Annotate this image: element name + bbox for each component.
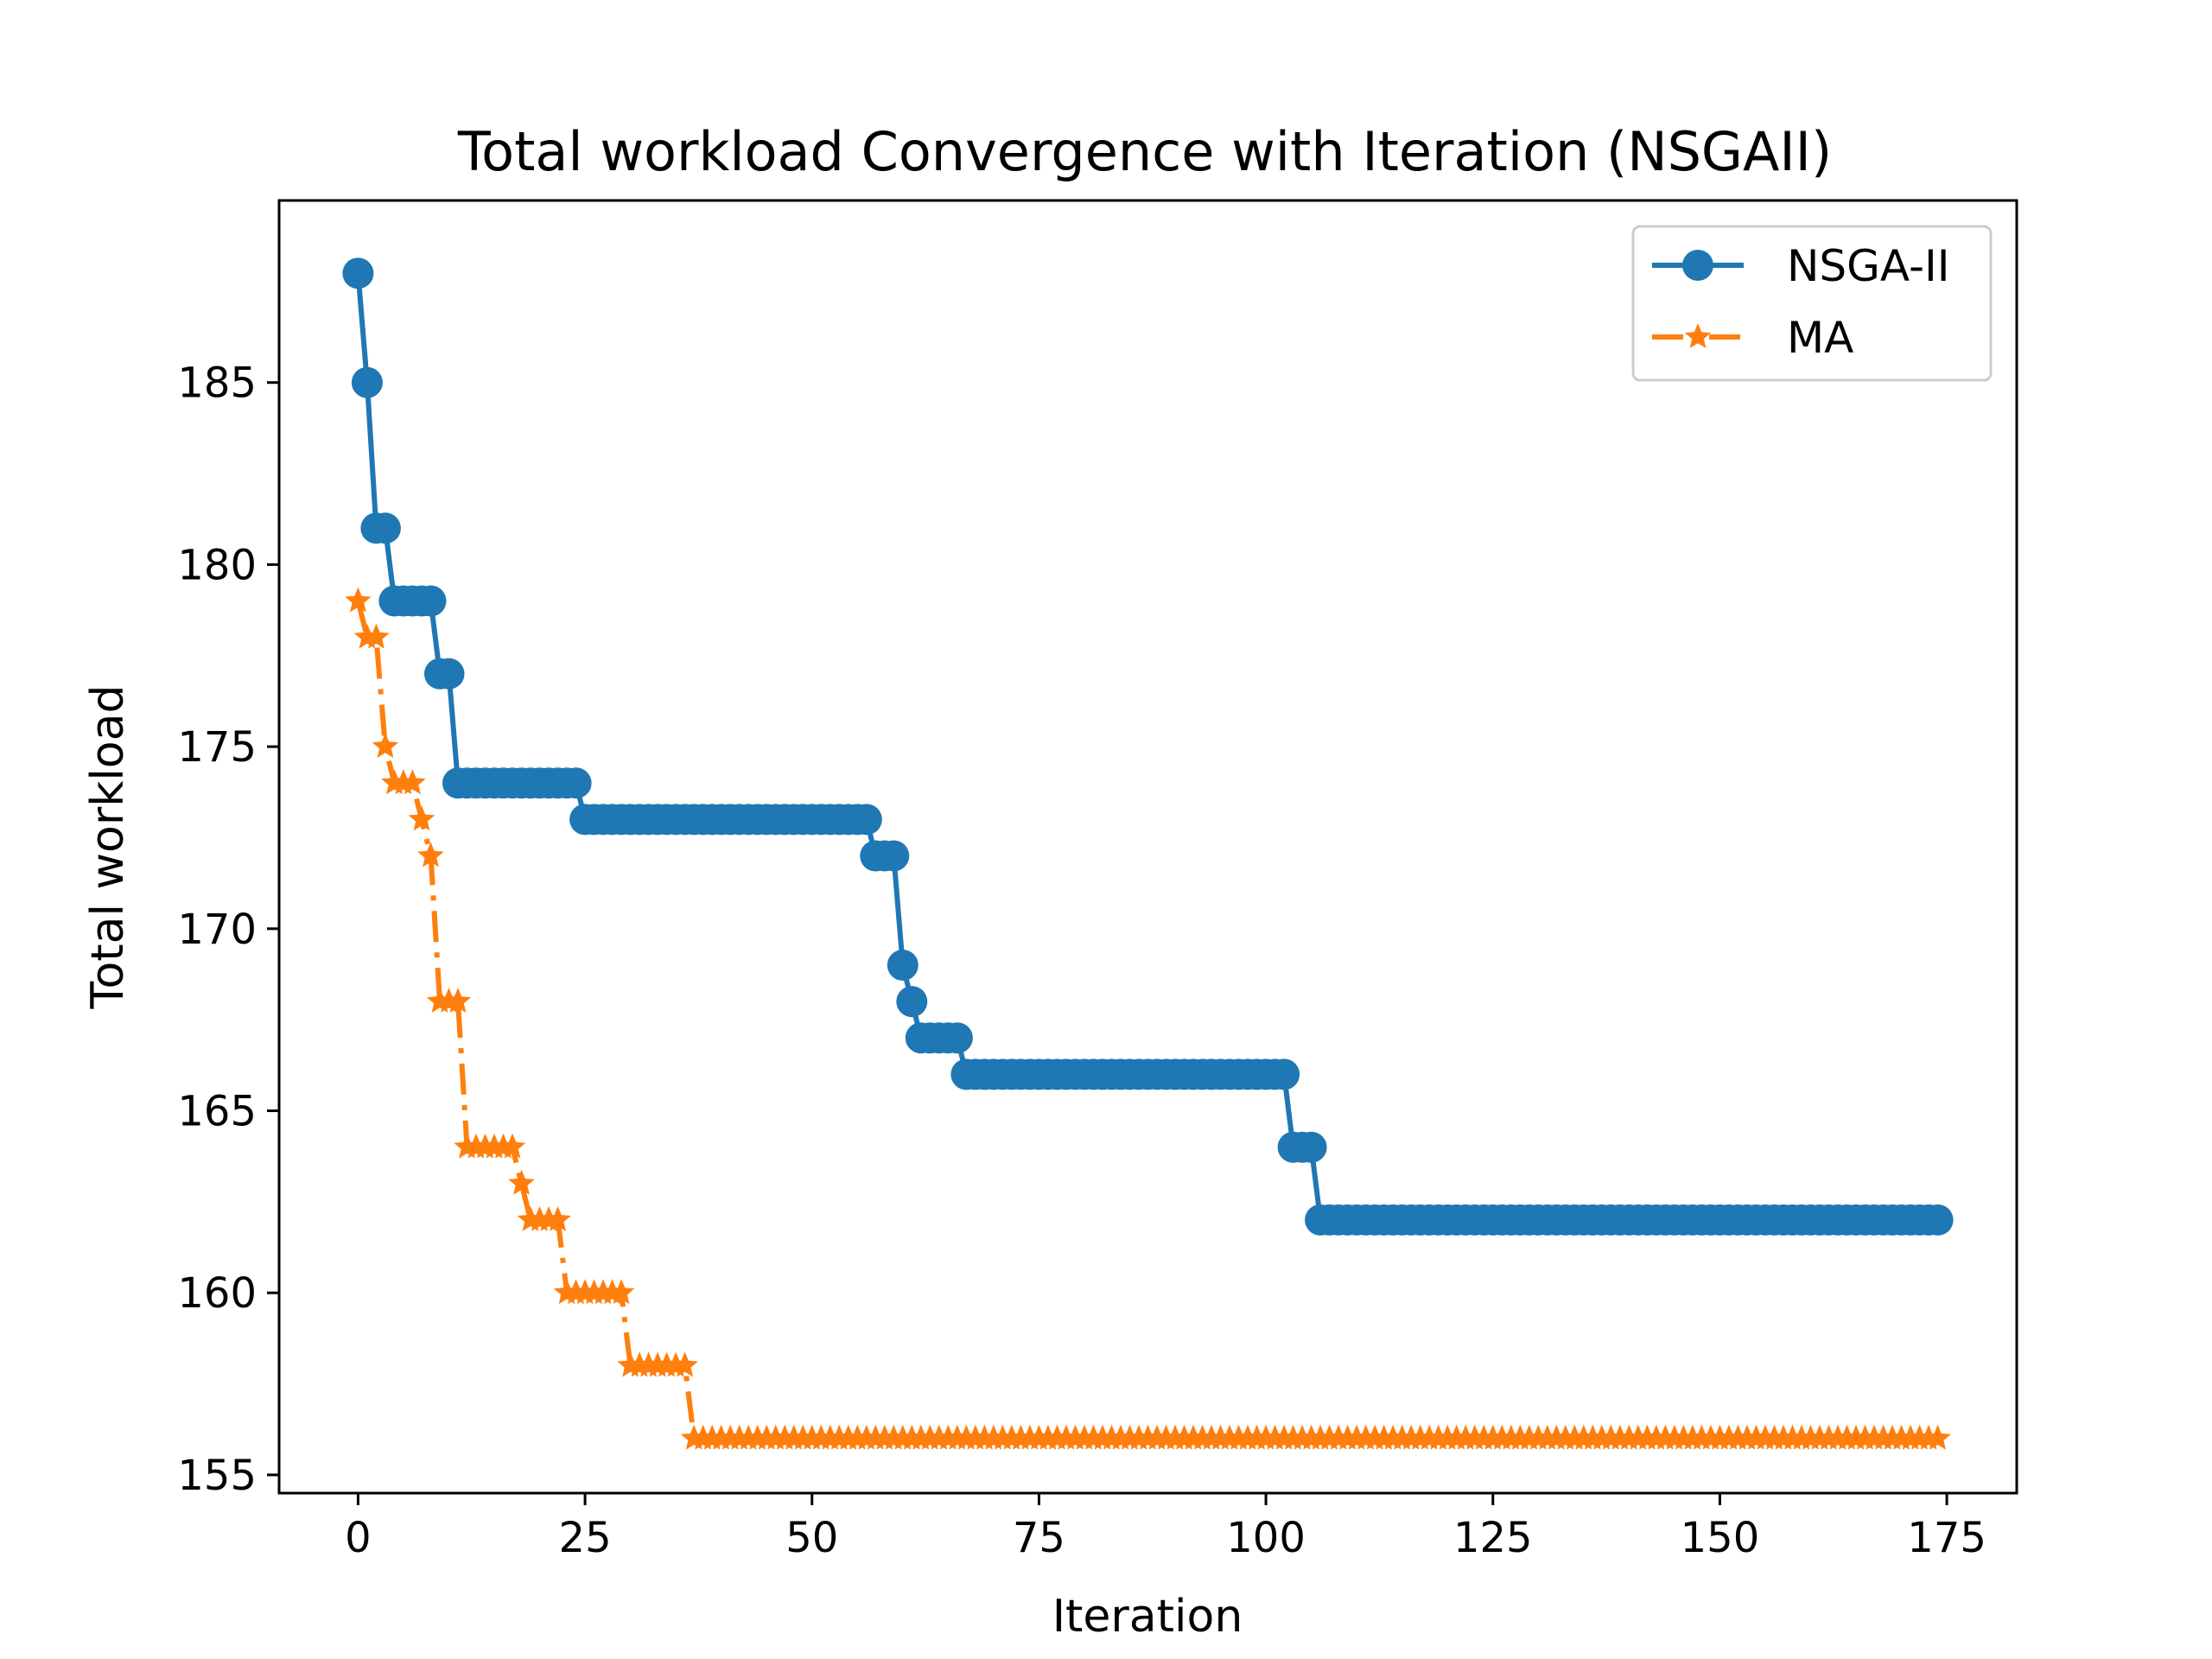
data-point [560,767,592,799]
axes-frame [277,199,2018,1495]
data-point [408,805,435,831]
data-point [878,840,910,872]
data-point [363,623,390,649]
data-point [444,988,472,1013]
data-point [415,585,447,617]
x-tick-label: 25 [559,1514,612,1562]
chart-title: Total workload Convergence with Iteratio… [457,120,1832,183]
x-tick-label: 75 [1013,1514,1065,1562]
data-point [607,1279,635,1305]
x-tick-label: 150 [1681,1514,1760,1562]
plot-area [342,257,1954,1450]
data-point [351,366,383,398]
data-point [1295,1131,1327,1163]
data-point [372,733,399,759]
series-nsga-ii [342,257,1954,1236]
legend-label-ma: MA [1787,313,1853,363]
data-point [544,1205,571,1231]
data-point [671,1351,698,1377]
data-point [399,769,426,795]
series-ma [345,587,1951,1450]
data-point [417,842,444,868]
y-tick-label: 180 [177,541,257,589]
data-point [433,658,465,690]
y-tick-label: 165 [177,1088,257,1136]
y-tick-label: 185 [177,359,257,408]
x-tick-label: 125 [1453,1514,1533,1562]
y-tick-label: 160 [177,1269,257,1318]
data-point [887,950,918,981]
series-layer [342,257,1954,1450]
legend: NSGA-II MA [1631,225,1993,382]
data-point [369,512,401,544]
data-point [508,1169,535,1195]
x-axis-ticks: 0 25 50 75 100 125 150 175 [345,1493,1986,1562]
y-axis-ticks: 155 160 165 170 175 180 185 [177,359,279,1500]
y-axis-label: Total workload [82,685,134,1010]
data-point [1268,1058,1300,1090]
y-tick-label: 155 [177,1452,257,1500]
x-tick-label: 0 [345,1514,372,1562]
data-point [345,587,372,613]
data-point [1924,1424,1951,1450]
x-axis-label: Iteration [1052,1591,1243,1643]
y-tick-label: 170 [177,906,257,954]
y-tick-label: 175 [177,723,257,772]
legend-nsga-marker [1682,250,1713,281]
legend-label-nsga-ii: NSGA-II [1787,241,1950,291]
x-tick-label: 100 [1226,1514,1306,1562]
data-point [1922,1204,1954,1236]
legend-ma-marker [1684,323,1712,348]
data-point [941,1022,973,1054]
data-point [896,986,928,1018]
x-tick-label: 175 [1907,1514,1986,1562]
data-point [342,257,374,289]
data-point [850,804,882,836]
x-tick-label: 50 [785,1514,838,1562]
data-point [499,1133,526,1159]
